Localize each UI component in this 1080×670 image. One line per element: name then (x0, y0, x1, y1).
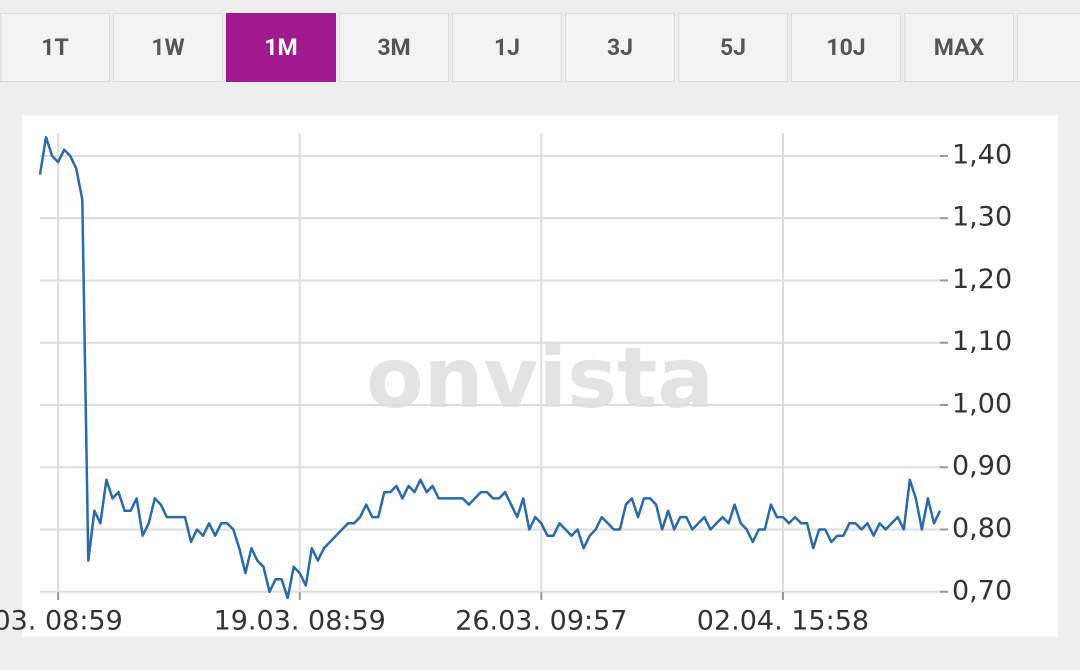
watermark: onvista (366, 329, 714, 427)
x-tick-label: 02.04. 15:58 (697, 606, 869, 637)
range-tab[interactable]: 1J (452, 13, 562, 82)
y-tick-label: 0,90 (952, 451, 1012, 482)
range-tab[interactable]: 10J (791, 13, 901, 82)
y-tick-label: 1,30 (952, 202, 1012, 233)
y-tick-label: 1,40 (952, 139, 1012, 170)
range-tabs: 1T 1W 1M 3M 1J 3J 5J 10J MAX (0, 13, 1080, 82)
y-tick-label: 1,00 (952, 388, 1012, 419)
x-tick-label: 19.03. 08:59 (214, 606, 386, 637)
x-tick-label: 26.03. 09:57 (455, 606, 627, 637)
range-tab[interactable]: 1M (226, 13, 336, 82)
y-tick-label: 0,80 (952, 513, 1012, 544)
range-tab[interactable]: 3M (339, 13, 449, 82)
range-tab[interactable]: 1W (113, 13, 223, 82)
chart-panel (22, 115, 1058, 637)
range-tab[interactable]: 5J (678, 13, 788, 82)
price-line (38, 135, 942, 600)
range-tab[interactable]: 3J (565, 13, 675, 82)
y-tick-label: 1,10 (952, 326, 1012, 357)
y-tick-label: 1,20 (952, 264, 1012, 295)
range-tab[interactable]: 1T (0, 13, 110, 82)
x-tick-label: 03. 08:59 (0, 606, 123, 637)
range-tab[interactable] (1017, 13, 1080, 82)
y-tick-label: 0,70 (952, 575, 1012, 606)
range-tab[interactable]: MAX (904, 13, 1014, 82)
